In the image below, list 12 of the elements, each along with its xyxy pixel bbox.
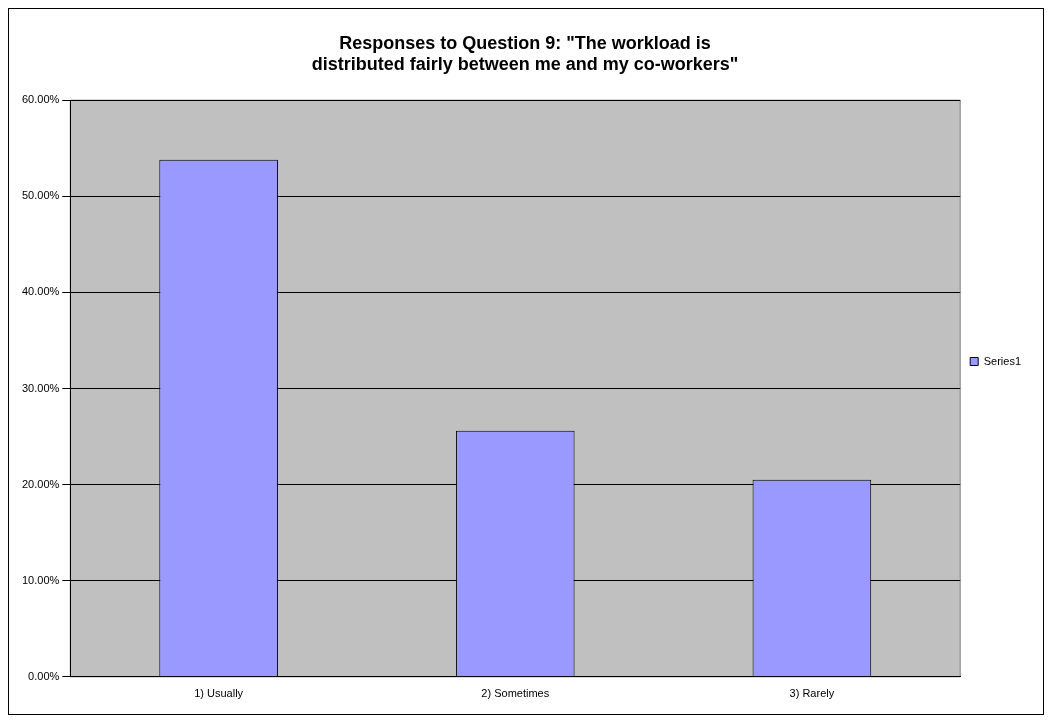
x-tick-label: 1) Usually <box>194 687 244 700</box>
chart-title: Responses to Question 9: "The workload is distributed fairly between me and my co-workers" <box>311 32 739 75</box>
y-tick-label: 50.00% <box>22 189 60 202</box>
y-tick-label: 40.00% <box>22 285 60 298</box>
x-tick-label: 2) Sometimes <box>481 687 550 700</box>
x-tick-label: 3) Rarely <box>789 687 835 700</box>
y-tick-label: 10.00% <box>22 573 60 586</box>
y-tick-label: 30.00% <box>22 381 60 394</box>
y-tick-label: 20.00% <box>22 477 60 490</box>
legend-label: Series1 <box>983 354 1021 367</box>
y-tick-label: 60.00% <box>22 93 60 106</box>
y-tick-label: 0.00% <box>28 669 60 682</box>
